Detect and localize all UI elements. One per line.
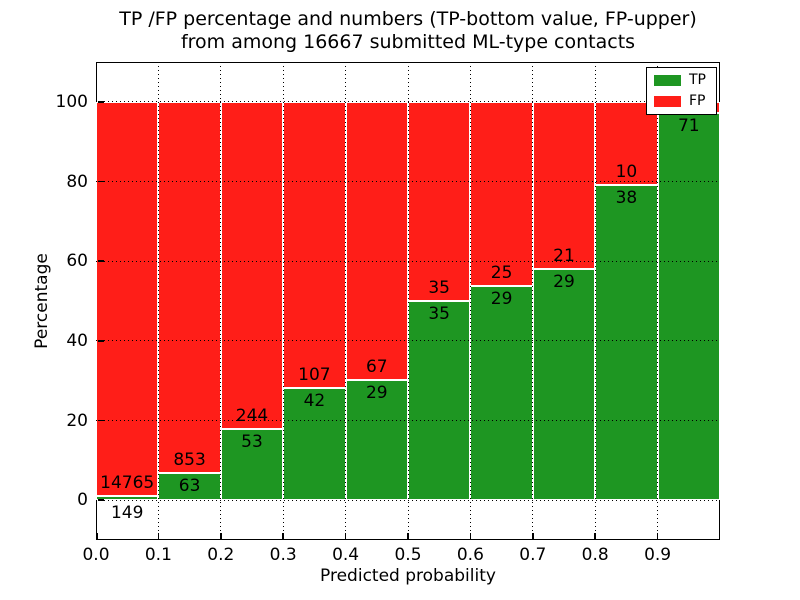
chart-title-line1: TP /FP percentage and numbers (TP-bottom…: [119, 8, 697, 30]
legend-label-tp: TP: [689, 72, 706, 88]
bar-count-label-fp: 21: [553, 246, 575, 267]
legend-item-tp: TP: [654, 73, 709, 88]
y-tick-label: 100: [55, 91, 88, 112]
bar-count-label-tp: 53: [241, 432, 263, 453]
tp-swatch-icon: [654, 75, 681, 86]
y-tick-mark: [97, 180, 104, 183]
x-tick-label: 0.0: [82, 545, 110, 565]
chart-title: TP /FP percentage and numbers (TP-bottom…: [96, 8, 720, 54]
bar-segment-fp: [96, 101, 159, 497]
x-tick-mark: [407, 532, 409, 539]
legend: TP FP: [646, 67, 717, 115]
bar-segment-fp: [595, 101, 658, 185]
x-tick-label: 0.3: [269, 545, 297, 565]
bar-segment-tp: [96, 496, 159, 501]
bar-count-label-fp: 14765: [100, 473, 155, 494]
grid-line-vertical: [469, 62, 471, 540]
legend-label-fp: FP: [689, 93, 706, 109]
y-tick-mark: [97, 340, 104, 342]
x-tick-label: 0.2: [207, 545, 235, 565]
bar-count-label-tp: 29: [553, 272, 575, 293]
x-tick-mark: [532, 532, 534, 539]
grid-line-vertical: [157, 62, 159, 540]
x-tick-mark: [157, 532, 160, 539]
bar-segment-tp: [657, 112, 720, 501]
bar-count-label-tp: 149: [110, 503, 144, 524]
x-tick-label: 0.5: [394, 545, 422, 565]
bar-segment-fp: [532, 101, 596, 270]
x-tick-mark: [282, 532, 284, 539]
bar-segment-fp: [408, 101, 471, 301]
bar-segment-tp: [408, 301, 471, 501]
y-tick-mark: [97, 101, 104, 103]
bar-segment-fp: [283, 101, 346, 388]
grid-line-vertical: [220, 62, 222, 540]
bar-segment-fp: [470, 101, 533, 287]
bar-segment-tp: [220, 429, 284, 501]
x-tick-mark: [344, 532, 347, 539]
x-tick-label: 0.6: [456, 545, 484, 565]
bar-count-label-tp: 63: [178, 475, 201, 496]
bar-segment-tp: [595, 184, 658, 501]
x-tick-label: 0.7: [519, 545, 547, 565]
bar-count-label-tp: 29: [365, 382, 388, 403]
grid-line-vertical: [657, 62, 659, 540]
bar-count-label-fp: 67: [365, 356, 388, 377]
fp-swatch-icon: [654, 96, 681, 107]
y-tick-mark: [97, 260, 104, 262]
grid-line-vertical: [282, 62, 284, 540]
bar-count-label-fp: 107: [298, 364, 331, 385]
legend-item-fp: FP: [654, 94, 709, 109]
grid-line-vertical: [532, 62, 534, 540]
bar-count-label-fp: 244: [235, 406, 269, 427]
x-tick-mark: [656, 532, 659, 539]
bar-segment-tp: [283, 387, 346, 501]
bar-count-label-tp: 29: [490, 289, 513, 310]
x-tick-mark: [469, 532, 472, 539]
bar-count-label-fp: 35: [428, 278, 451, 298]
y-tick-label: 0: [77, 490, 88, 511]
grid-line-vertical: [345, 62, 347, 540]
x-tick-label: 0.9: [644, 545, 672, 565]
x-tick-mark: [594, 532, 596, 539]
bar-count-label-fp: 25: [490, 263, 513, 284]
chart-title-line2: from among 16667 submitted ML-type conta…: [180, 31, 636, 53]
bar-count-label-fp: 853: [173, 449, 206, 470]
x-tick-label: 0.1: [144, 545, 172, 565]
x-tick-mark: [220, 532, 222, 539]
y-tick-label: 80: [66, 171, 88, 192]
x-tick-mark: [96, 532, 98, 539]
grid-line-vertical: [407, 62, 409, 540]
bar-segment-fp: [220, 101, 284, 430]
bar-count-label-tp: 42: [303, 390, 326, 411]
bar-count-label-tp: 71: [677, 115, 700, 136]
y-tick-mark: [97, 499, 104, 501]
bar-segment-tp: [532, 269, 596, 501]
x-tick-label: 0.8: [581, 545, 609, 565]
x-axis-label: Predicted probability: [320, 566, 496, 586]
grid-line-vertical: [594, 62, 596, 540]
y-tick-label: 40: [66, 330, 88, 351]
bar-count-label-fp: 10: [615, 161, 638, 182]
bar-segment-fp: [158, 101, 221, 473]
bar-count-label-tp: 35: [428, 304, 451, 324]
bar-count-label-tp: 38: [615, 187, 638, 208]
bar-segment-tp: [345, 379, 408, 501]
bar-segment-tp: [158, 472, 221, 501]
y-tick-mark: [97, 419, 104, 422]
y-tick-label: 60: [66, 251, 88, 272]
bar-segment-tp: [470, 286, 533, 501]
y-tick-label: 20: [66, 410, 88, 431]
bar-segment-fp: [345, 101, 408, 380]
x-tick-label: 0.4: [332, 545, 360, 565]
